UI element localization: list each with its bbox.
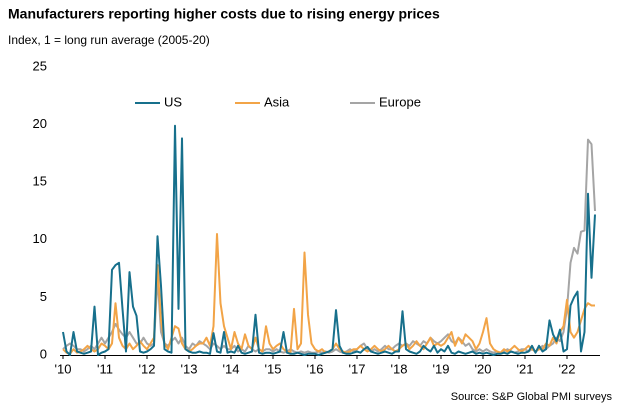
y-tick-label: 25 <box>33 58 47 73</box>
series-line <box>62 138 596 354</box>
x-tick-label: '15 <box>265 361 282 376</box>
x-tick-label: '22 <box>559 361 576 376</box>
x-tick-label: '18 <box>391 361 408 376</box>
x-tick-label: '21 <box>517 361 534 376</box>
x-tick-label: '13 <box>181 361 198 376</box>
series-line <box>62 124 596 356</box>
x-tick-label: '16 <box>307 361 324 376</box>
y-tick-label: 20 <box>33 116 47 131</box>
x-tick-label: '19 <box>433 361 450 376</box>
legend-label: Europe <box>379 94 421 109</box>
series-line <box>62 233 595 355</box>
x-tick-label: '17 <box>349 361 366 376</box>
chart-title: Manufacturers reporting higher costs due… <box>8 6 440 22</box>
x-tick-label: '20 <box>475 361 492 376</box>
y-tick-label: 15 <box>33 174 47 189</box>
y-tick-label: 5 <box>40 289 47 304</box>
x-tick-label: '12 <box>139 361 156 376</box>
x-tick-label: '11 <box>97 361 113 376</box>
legend-label: Asia <box>264 94 290 109</box>
x-tick-label: '14 <box>223 361 240 376</box>
y-tick-label: 10 <box>33 231 47 246</box>
source-note: Source: S&P Global PMI surveys <box>451 391 613 403</box>
legend-label: US <box>164 94 182 109</box>
y-tick-label: 0 <box>40 346 47 361</box>
x-tick-label: '10 <box>55 361 72 376</box>
chart-subtitle: Index, 1 = long run average (2005-20) <box>8 33 210 47</box>
